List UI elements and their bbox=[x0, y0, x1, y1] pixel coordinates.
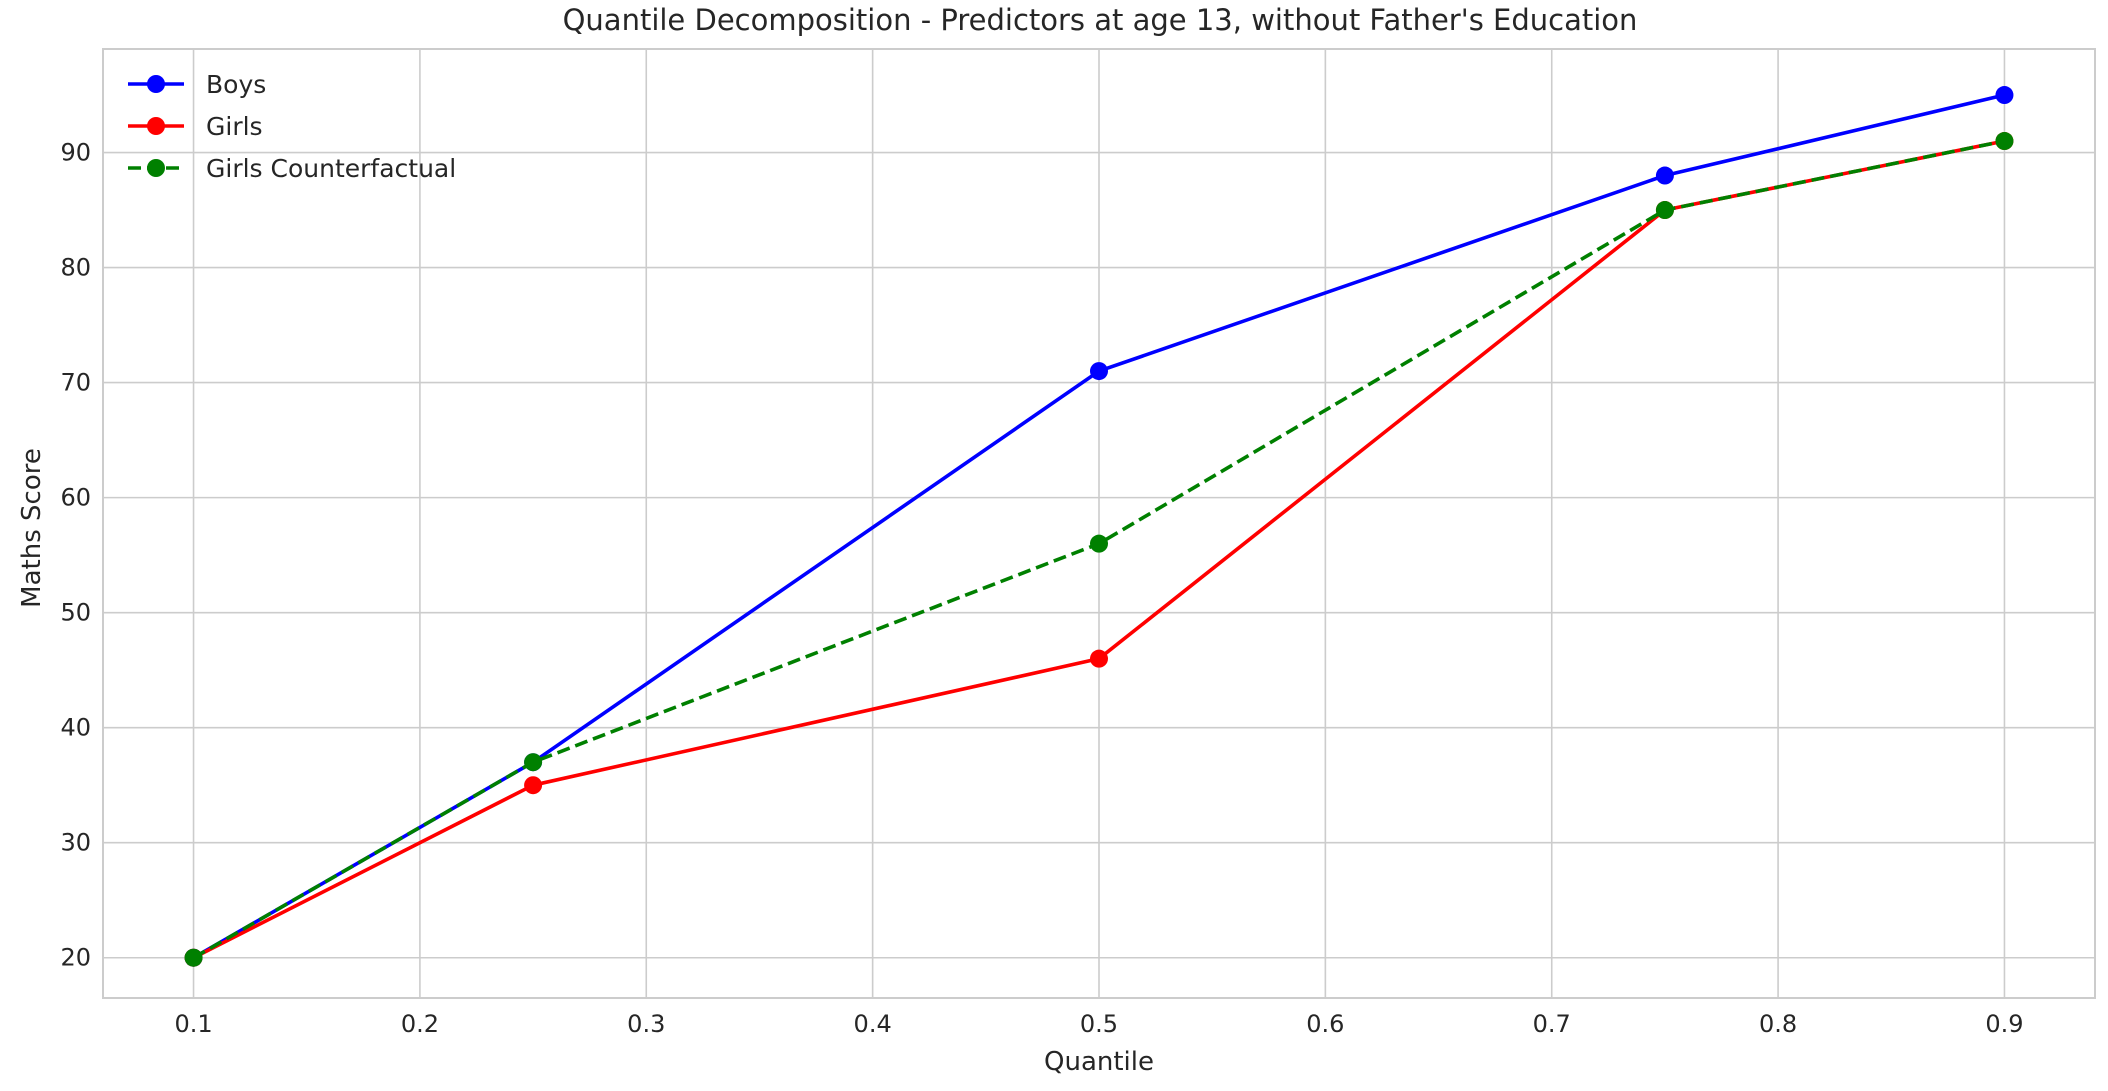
y-tick-label: 60 bbox=[60, 484, 91, 512]
y-tick-label: 80 bbox=[60, 254, 91, 282]
boys-point bbox=[1090, 362, 1108, 380]
x-tick-label: 0.2 bbox=[401, 1010, 439, 1038]
y-tick-label: 30 bbox=[60, 829, 91, 857]
legend-swatch-marker bbox=[147, 159, 165, 177]
boys-point bbox=[1656, 167, 1674, 185]
y-axis-label: Maths Score bbox=[17, 448, 47, 608]
x-tick-label: 0.7 bbox=[1533, 1010, 1571, 1038]
legend-label: Girls Counterfactual bbox=[206, 154, 456, 183]
x-tick-label: 0.5 bbox=[1080, 1010, 1118, 1038]
x-tick-label: 0.4 bbox=[854, 1010, 892, 1038]
girls-counterfactual-point bbox=[1090, 535, 1108, 553]
x-tick-label: 0.3 bbox=[627, 1010, 665, 1038]
x-axis-label: Quantile bbox=[1044, 1047, 1154, 1077]
legend-swatch-marker bbox=[147, 75, 165, 93]
boys-point bbox=[1995, 86, 2013, 104]
x-tick-label: 0.1 bbox=[174, 1010, 212, 1038]
y-axis-ticks: 20 30 40 50 60 70 80 90 bbox=[60, 139, 91, 972]
y-tick-label: 50 bbox=[60, 599, 91, 627]
y-tick-label: 40 bbox=[60, 714, 91, 742]
legend-item-boys: Boys bbox=[128, 70, 266, 99]
legend-item-girls-counterfactual: Girls Counterfactual bbox=[128, 154, 456, 183]
girls-point bbox=[1090, 650, 1108, 668]
x-tick-label: 0.6 bbox=[1306, 1010, 1344, 1038]
girls-counterfactual-point bbox=[524, 753, 542, 771]
x-axis-ticks: 0.1 0.2 0.3 0.4 0.5 0.6 0.7 0.8 0.9 bbox=[174, 1010, 2023, 1038]
legend-swatch-marker bbox=[147, 117, 165, 135]
x-tick-label: 0.9 bbox=[1985, 1010, 2023, 1038]
x-tick-label: 0.8 bbox=[1759, 1010, 1797, 1038]
y-tick-label: 90 bbox=[60, 139, 91, 167]
girls-counterfactual-point bbox=[1656, 201, 1674, 219]
y-tick-label: 20 bbox=[60, 944, 91, 972]
girls-counterfactual-point bbox=[185, 949, 203, 967]
girls-point bbox=[524, 776, 542, 794]
legend-label: Boys bbox=[206, 70, 266, 99]
legend-label: Girls bbox=[206, 112, 263, 141]
girls-counterfactual-point bbox=[1995, 132, 2013, 150]
y-tick-label: 70 bbox=[60, 369, 91, 397]
legend: Boys Girls Girls Counterfactual bbox=[128, 70, 456, 183]
chart-title: Quantile Decomposition - Predictors at a… bbox=[563, 3, 1638, 37]
legend-item-girls: Girls bbox=[128, 112, 263, 141]
grid bbox=[103, 49, 2095, 998]
